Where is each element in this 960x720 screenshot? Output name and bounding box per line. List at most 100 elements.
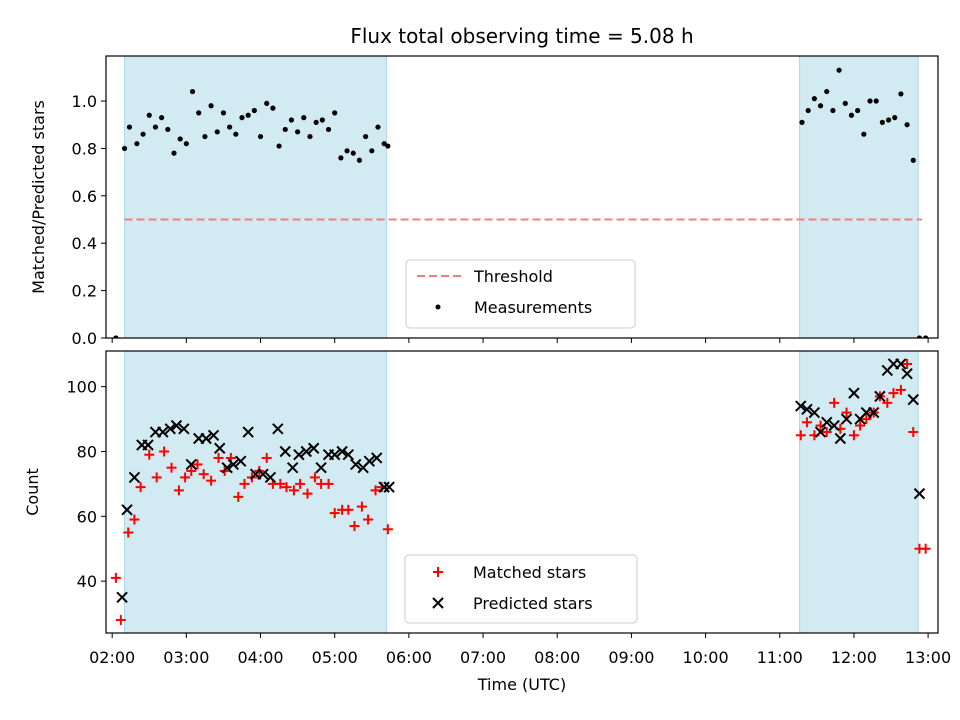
matched-star-point: [356, 501, 367, 512]
measurement-point: [861, 131, 867, 137]
measurement-point: [220, 110, 227, 116]
measurement-point: [288, 117, 295, 123]
ratio-panel: 0.0 0.2 0.4 0.6 0.8 1.0 Matched/Predicted sta…: [29, 55, 939, 348]
legend-measurements-label: Measurements: [474, 298, 592, 317]
predicted-star-point: [329, 449, 341, 461]
matched-star-point: [173, 485, 184, 496]
measurement-point: [233, 131, 239, 137]
matched-star-point: [180, 472, 191, 483]
legend-matched-swatch: [433, 567, 443, 577]
legend-predicted-swatch: [432, 597, 444, 609]
measurement-point: [363, 133, 369, 140]
measurement-point: [885, 117, 892, 123]
predicted-star-point: [336, 445, 348, 458]
matched-star-point: [213, 452, 224, 463]
measurement-point: [245, 112, 251, 118]
observing-interval-0: [124, 56, 388, 338]
measurement-point: [848, 112, 855, 118]
measurement-point: [270, 105, 276, 111]
matched-star-point: [110, 572, 121, 583]
predicted-star-point: [307, 442, 320, 454]
measurement-point: [338, 155, 344, 161]
predicted-star-point: [286, 461, 299, 474]
measurement-point: [350, 150, 356, 156]
x-tick-label: 13:00: [905, 648, 951, 667]
measurement-point: [879, 119, 885, 125]
measurement-point: [189, 88, 196, 95]
matched-star-point: [370, 485, 381, 496]
predicted-star-point: [142, 439, 154, 451]
x-tick-label: 09:00: [608, 648, 654, 667]
measurement-point: [134, 141, 140, 147]
x-tick-label: 03:00: [163, 648, 209, 667]
matched-star-point: [295, 478, 306, 489]
x-tick-label: 05:00: [312, 648, 358, 667]
y-tick-label: 1.0: [72, 92, 97, 111]
predicted-star-point: [207, 429, 220, 441]
measurement-point: [276, 143, 282, 149]
measurement-point: [257, 133, 264, 140]
matched-star-point: [829, 397, 840, 408]
measurement-point: [916, 335, 923, 338]
predicted-star-point: [363, 455, 376, 467]
y-tick-label: 80: [77, 442, 97, 461]
matched-star-point: [135, 482, 146, 493]
matched-star-point: [144, 449, 155, 460]
matched-star-point: [821, 427, 832, 438]
measurement-point: [183, 141, 189, 147]
predicted-star-point: [214, 442, 226, 454]
predicted-star-point: [378, 481, 390, 493]
predicted-star-point: [257, 468, 269, 480]
x-tick-label: 11:00: [757, 648, 803, 667]
predicted-star-point: [242, 426, 254, 438]
measurement-point: [301, 115, 307, 121]
legend-threshold-label: Threshold: [473, 267, 553, 286]
measurement-point: [171, 150, 177, 156]
predicted-star-point: [821, 416, 833, 429]
x-tick-label: 06:00: [386, 648, 432, 667]
measurement-point: [307, 133, 313, 140]
matched-star-point: [288, 485, 299, 496]
y-tick-label: 100: [66, 378, 97, 397]
measurement-point: [842, 100, 848, 106]
measurement-point: [152, 124, 159, 130]
measurement-point: [208, 103, 214, 109]
y-tick-label: 0.2: [72, 282, 97, 301]
measurement-point: [923, 335, 929, 338]
predicted-star-point: [848, 387, 860, 399]
matched-star-point: [206, 475, 217, 486]
matched-star-point: [902, 358, 913, 369]
count-panel: 40 60 80 100 02:00 03:00 04:00 05:00 06:00 07:00…: [23, 350, 951, 694]
predicted-star-point: [342, 449, 355, 461]
measurement-point: [319, 117, 325, 123]
measurement-point: [295, 129, 301, 135]
measurement-point: [251, 107, 257, 114]
predicted-star-point: [834, 432, 847, 445]
predicted-star-point: [235, 455, 247, 467]
predicted-star-point: [221, 461, 233, 474]
measurement-point: [836, 67, 842, 73]
matched-star-point: [198, 469, 209, 480]
ratio-legend: Threshold Measurements: [405, 259, 636, 329]
y-tick-label: 0.0: [72, 329, 97, 348]
x-tick-label: 04:00: [237, 648, 283, 667]
measurement-point: [177, 136, 183, 142]
matched-star-point: [309, 472, 320, 483]
measurement-point: [325, 126, 332, 133]
x-tick-label: 12:00: [831, 648, 877, 667]
measurement-point: [146, 112, 152, 118]
matched-star-point: [855, 420, 866, 431]
measurement-point: [381, 141, 387, 147]
matched-star-point: [349, 521, 360, 532]
measurement-point: [369, 148, 375, 154]
x-tick-label: 10:00: [683, 648, 729, 667]
matched-star-point: [329, 508, 340, 519]
measurement-point: [113, 335, 119, 338]
predicted-star-point: [808, 406, 821, 419]
predicted-star-point: [371, 452, 383, 464]
measurement-point: [805, 107, 811, 114]
y-tick-label: 60: [77, 507, 97, 526]
matched-star-point: [115, 615, 126, 626]
measurement-point: [855, 107, 861, 114]
